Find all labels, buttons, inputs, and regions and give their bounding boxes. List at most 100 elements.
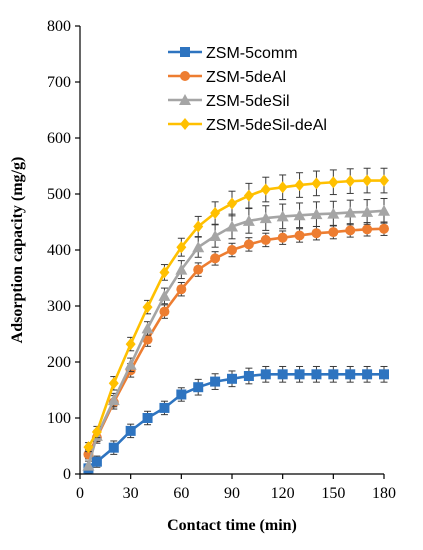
- data-point: [159, 402, 170, 413]
- legend: ZSM-5comm ZSM-5deAl ZSM-5deSil ZSM-5deSil-d…: [168, 45, 327, 134]
- data-point: [243, 189, 254, 202]
- data-point: [176, 389, 187, 400]
- data-point: [345, 225, 356, 236]
- series-line: [87, 373, 384, 470]
- data-point: [260, 183, 271, 196]
- data-point: [91, 426, 102, 438]
- legend-label: ZSM-5deAl: [206, 69, 286, 86]
- data-point: [379, 174, 389, 187]
- data-point: [327, 207, 340, 219]
- data-point: [260, 234, 271, 245]
- data-point: [158, 289, 171, 301]
- data-point: [362, 369, 373, 380]
- data-point: [378, 204, 390, 216]
- data-point: [379, 223, 389, 234]
- data-point: [379, 369, 389, 380]
- x-tick-label: 180: [372, 485, 396, 502]
- data-point: [125, 425, 136, 436]
- y-tick-label: 0: [63, 466, 71, 483]
- data-point: [142, 301, 153, 314]
- legend-label: ZSM-5comm: [206, 45, 298, 62]
- data-point: [227, 197, 237, 210]
- data-point: [192, 241, 205, 253]
- y-axis-ticks: 0 100 200 300 400 500 600 700 800: [47, 18, 80, 483]
- data-point: [310, 208, 323, 220]
- y-axis-title: Adsorption capacity (mg/g): [9, 157, 26, 344]
- legend-marker: [180, 71, 190, 81]
- data-point: [243, 239, 254, 250]
- y-tick-label: 300: [47, 298, 71, 315]
- data-point: [311, 228, 322, 239]
- data-point: [210, 207, 221, 220]
- data-point: [277, 232, 288, 243]
- y-tick-label: 700: [47, 74, 71, 91]
- data-point: [328, 227, 339, 238]
- data-point: [227, 373, 237, 384]
- data-point: [361, 205, 374, 217]
- legend-label: ZSM-5deSil-deAl: [206, 117, 327, 134]
- data-point: [108, 442, 119, 453]
- legend-item: ZSM-5deAl: [168, 69, 286, 86]
- data-point: [175, 263, 188, 275]
- x-axis-ticks: 0 30 60 90 120 150 180: [76, 474, 396, 502]
- legend-item: ZSM-5comm: [168, 45, 298, 62]
- y-tick-label: 500: [47, 186, 71, 203]
- data-point: [277, 369, 288, 380]
- y-tick-label: 100: [47, 410, 71, 427]
- data-point: [159, 306, 170, 317]
- data-point: [344, 206, 357, 218]
- data-point: [294, 179, 305, 192]
- legend-item: ZSM-5deSil-deAl: [168, 117, 327, 134]
- data-point: [345, 175, 356, 188]
- data-point: [108, 377, 119, 390]
- x-tick-label: 90: [224, 485, 240, 502]
- series-ZSM-5deAl: [83, 221, 389, 460]
- data-point: [294, 369, 305, 380]
- data-point: [227, 245, 237, 255]
- x-tick-label: 0: [76, 485, 84, 502]
- series-ZSM-5deSil: [82, 197, 390, 471]
- y-tick-label: 200: [47, 354, 71, 371]
- series-ZSM-5comm: [83, 365, 389, 474]
- data-point: [277, 181, 288, 194]
- x-tick-label: 30: [123, 485, 139, 502]
- data-point: [210, 376, 221, 387]
- data-point: [328, 369, 339, 380]
- x-axis-title: Contact time (min): [167, 517, 297, 534]
- y-tick-label: 400: [47, 242, 71, 259]
- data-point: [91, 456, 102, 467]
- x-tick-label: 120: [271, 485, 295, 502]
- data-point: [141, 322, 154, 334]
- data-point: [142, 334, 153, 345]
- data-point: [210, 253, 221, 264]
- y-tick-label: 800: [47, 18, 71, 35]
- data-point: [124, 358, 137, 370]
- data-point: [159, 266, 170, 279]
- data-point: [209, 230, 222, 241]
- series-line: [87, 179, 384, 448]
- series-ZSM-5deSil-deAl: [83, 167, 389, 454]
- data-point: [83, 441, 94, 454]
- data-point: [362, 224, 373, 235]
- data-point: [242, 214, 255, 226]
- data-point: [311, 369, 322, 380]
- data-point: [311, 177, 322, 190]
- data-point: [226, 220, 238, 232]
- data-point: [125, 338, 136, 351]
- data-point: [362, 174, 373, 187]
- data-point: [176, 284, 187, 295]
- data-point: [142, 413, 153, 423]
- legend-label: ZSM-5deSil: [206, 93, 290, 110]
- x-tick-label: 150: [321, 485, 345, 502]
- data-point: [243, 371, 254, 381]
- series-layer: [82, 167, 390, 474]
- data-point: [107, 394, 120, 406]
- legend-marker: [179, 94, 191, 105]
- data-point: [193, 264, 204, 275]
- y-tick-label: 600: [47, 130, 71, 147]
- data-point: [328, 176, 339, 189]
- legend-item: ZSM-5deSil: [168, 93, 290, 110]
- x-tick-label: 60: [173, 485, 189, 502]
- data-point: [259, 212, 272, 224]
